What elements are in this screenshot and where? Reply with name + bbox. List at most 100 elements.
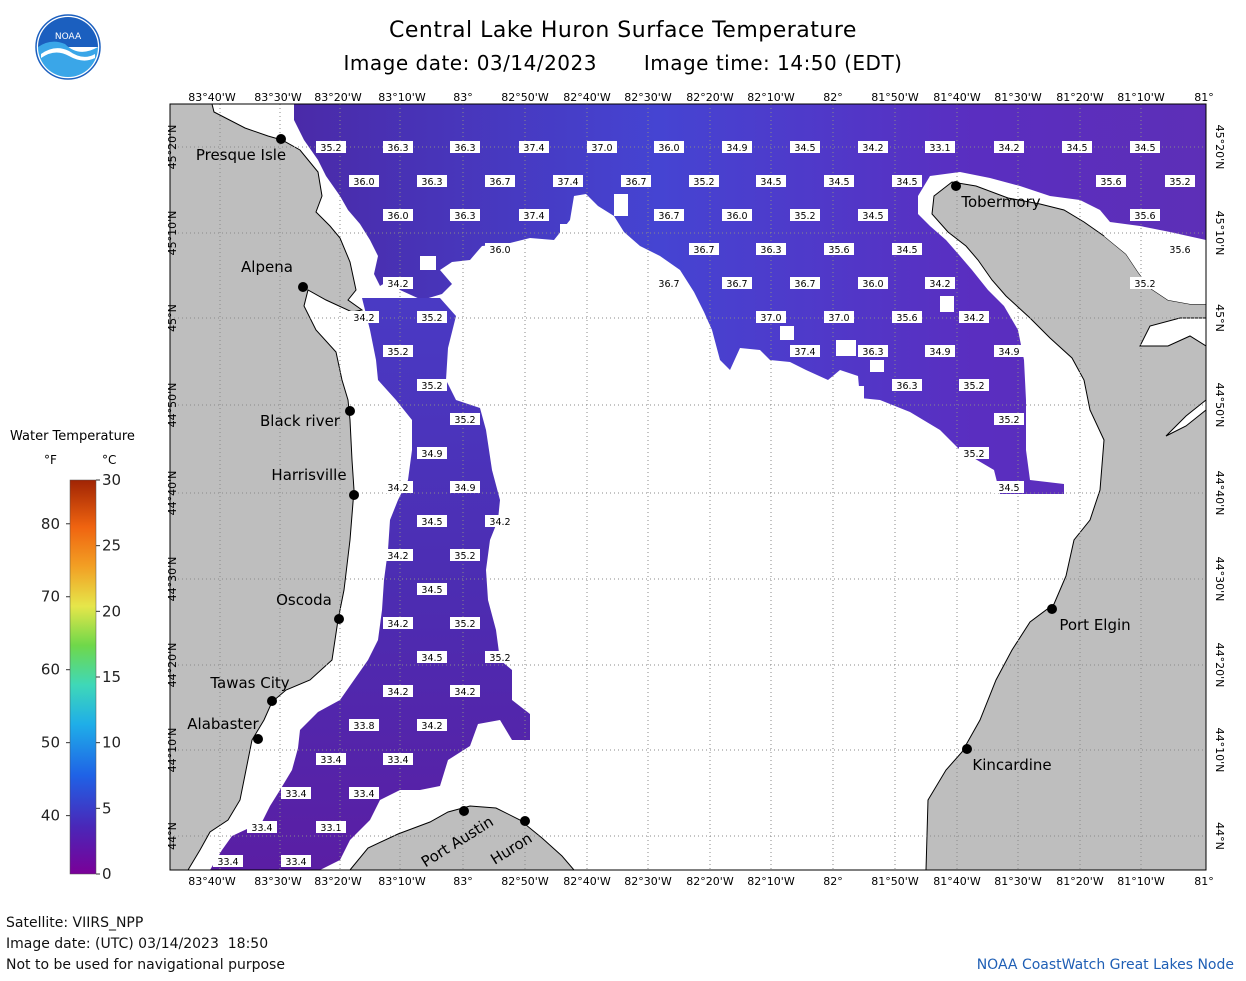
svg-text:33.1: 33.1: [929, 143, 950, 154]
lon-label-top: 82°50'W: [501, 91, 549, 104]
temperature-label: 34.2: [994, 141, 1024, 154]
svg-text:36.7: 36.7: [794, 279, 815, 290]
svg-text:36.0: 36.0: [353, 177, 374, 188]
svg-text:34.2: 34.2: [353, 313, 374, 324]
colorbar-tick-c: 15: [102, 668, 121, 686]
lon-label-top: 82°10'W: [747, 91, 795, 104]
temperature-label: 35.2: [959, 379, 989, 392]
temperature-label: 35.6: [1096, 175, 1126, 188]
svg-text:33.4: 33.4: [387, 755, 408, 766]
svg-text:34.2: 34.2: [998, 143, 1019, 154]
ontario-land: [925, 181, 1206, 870]
svg-text:37.4: 37.4: [557, 177, 578, 188]
svg-text:34.9: 34.9: [421, 449, 442, 460]
svg-text:34.5: 34.5: [421, 585, 442, 596]
svg-text:34.5: 34.5: [794, 143, 815, 154]
svg-text:34.5: 34.5: [421, 653, 442, 664]
svg-text:36.7: 36.7: [658, 279, 679, 290]
city-marker: Kincardine: [962, 744, 1052, 774]
city-label: Black river: [260, 412, 341, 430]
svg-text:36.0: 36.0: [726, 211, 747, 222]
colorbar-tick-c: 0: [102, 865, 112, 883]
lon-label-top: 82°40'W: [563, 91, 611, 104]
svg-text:NOAA: NOAA: [55, 32, 82, 42]
legend-title: Water Temperature: [10, 429, 135, 444]
temperature-label: 37.0: [824, 311, 854, 324]
svg-text:35.2: 35.2: [1134, 279, 1155, 290]
lat-label-right: 45°N: [1213, 304, 1226, 332]
city-marker: Port Elgin: [1047, 604, 1131, 634]
footer-credit: NOAA CoastWatch Great Lakes Node: [976, 957, 1234, 973]
temperature-label: 34.5: [756, 175, 786, 188]
lon-label-bottom: 81°10'W: [1117, 875, 1165, 888]
temperature-label: 37.4: [553, 175, 583, 188]
lon-label-bottom: 81°40'W: [933, 875, 981, 888]
lat-label-left: 45°20'N: [166, 125, 179, 170]
svg-text:34.2: 34.2: [489, 517, 510, 528]
lon-label-bottom: 83°20'W: [314, 875, 362, 888]
svg-text:35.2: 35.2: [320, 143, 341, 154]
lat-label-left: 44°N: [166, 822, 179, 850]
lat-label-right: 44°N: [1213, 822, 1226, 850]
temperature-label: 33.4: [281, 855, 311, 868]
temperature-label: 34.2: [858, 141, 888, 154]
temperature-label: 34.2: [383, 277, 413, 290]
svg-text:34.2: 34.2: [387, 619, 408, 630]
temperature-label: 34.9: [722, 141, 752, 154]
svg-text:36.0: 36.0: [489, 245, 510, 256]
noaa-logo-icon: NOAA: [35, 14, 101, 80]
lon-label-bottom: 83°: [453, 875, 473, 888]
temperature-label: 36.0: [383, 209, 413, 222]
svg-text:36.7: 36.7: [658, 211, 679, 222]
lat-label-left: 44°50'N: [166, 383, 179, 428]
temperature-label: 35.2: [994, 413, 1024, 426]
city-marker: Tobermory: [951, 181, 1041, 211]
temperature-label: 33.1: [316, 821, 346, 834]
city-marker: Oscoda: [276, 591, 344, 624]
temperature-label: 34.9: [994, 345, 1024, 358]
svg-text:34.2: 34.2: [387, 483, 408, 494]
svg-text:37.0: 37.0: [760, 313, 781, 324]
svg-text:34.5: 34.5: [998, 483, 1019, 494]
temperature-label: 36.3: [756, 243, 786, 256]
svg-text:34.5: 34.5: [760, 177, 781, 188]
lon-label-top: 83°40'W: [188, 91, 236, 104]
svg-text:36.3: 36.3: [454, 211, 475, 222]
svg-text:37.4: 37.4: [523, 143, 544, 154]
thumb-land: [349, 805, 575, 870]
temperature-label: 36.0: [722, 209, 752, 222]
city-marker: Black river: [260, 406, 355, 430]
city-label: Tawas City: [209, 674, 289, 692]
lon-label-top: 81°: [1194, 91, 1214, 104]
temperature-label: 34.2: [383, 481, 413, 494]
temperature-label: 36.3: [892, 379, 922, 392]
temperature-label: 35.6: [824, 243, 854, 256]
lat-label-right: 44°30'N: [1213, 557, 1226, 602]
svg-text:34.5: 34.5: [1134, 143, 1155, 154]
svg-text:34.9: 34.9: [998, 347, 1019, 358]
svg-text:33.4: 33.4: [217, 857, 238, 868]
svg-text:35.2: 35.2: [454, 551, 475, 562]
temperature-label: 34.2: [349, 311, 379, 324]
temperature-label: 34.5: [417, 651, 447, 664]
lon-label-top: 81°10'W: [1117, 91, 1165, 104]
lat-label-right: 44°10'N: [1213, 728, 1226, 773]
svg-text:35.2: 35.2: [421, 381, 442, 392]
svg-text:33.4: 33.4: [353, 789, 374, 800]
lat-label-right: 44°50'N: [1213, 383, 1226, 428]
temperature-label: 36.7: [654, 209, 684, 222]
map-title: Central Lake Huron Surface Temperature: [389, 18, 857, 43]
temperature-label: 33.4: [281, 787, 311, 800]
city-label: Harrisville: [271, 466, 346, 484]
lat-label-right: 44°40'N: [1213, 471, 1226, 516]
footer-utc-date: Image date: (UTC) 03/14/2023 18:50: [6, 936, 269, 952]
svg-text:35.2: 35.2: [963, 381, 984, 392]
temperature-labels: 35.2 36.3 36.3 37.4 37.0 36.0 34.9 34.5 34.2 33.1…: [213, 141, 1195, 868]
colorbar-tick-f: 40: [41, 807, 60, 825]
temperature-label: 36.0: [485, 243, 515, 256]
temperature-label: 34.9: [925, 345, 955, 358]
temperature-label: 36.7: [722, 277, 752, 290]
svg-text:34.2: 34.2: [387, 551, 408, 562]
temperature-label: 34.2: [383, 685, 413, 698]
